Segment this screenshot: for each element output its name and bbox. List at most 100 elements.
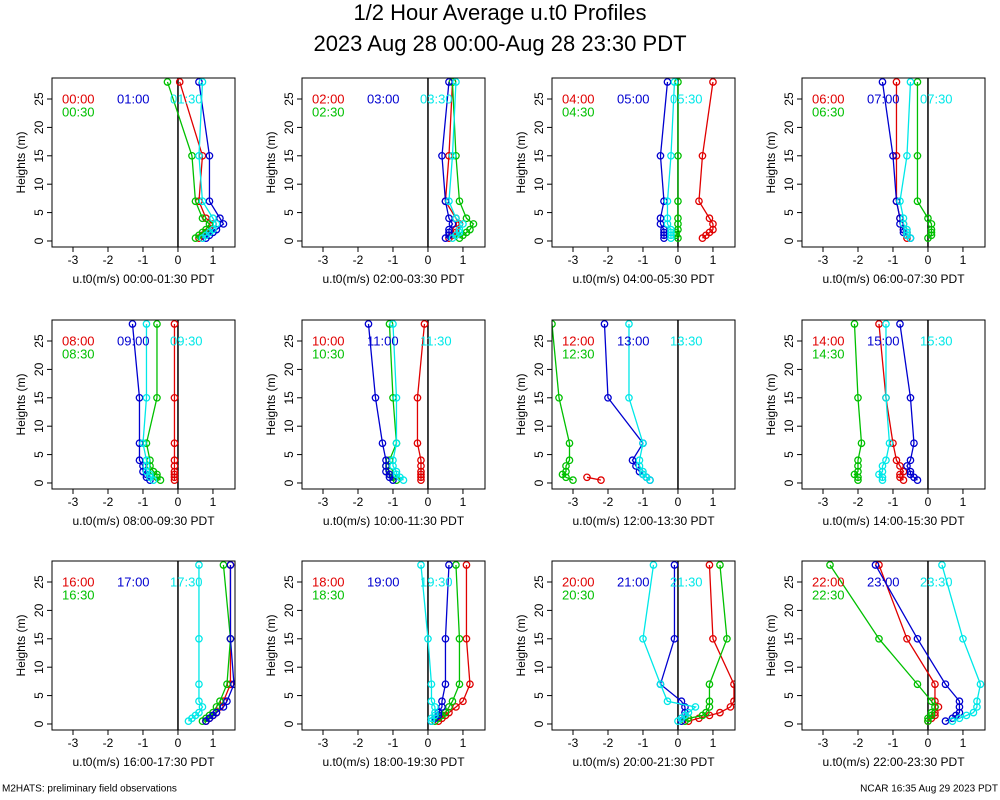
profile-point (198, 214, 207, 223)
profile-point (850, 320, 859, 328)
profile-line (916, 81, 933, 239)
profile-point (927, 220, 936, 228)
profile-point (896, 320, 904, 328)
profile-point (438, 697, 446, 706)
profile-point (674, 197, 682, 206)
legend-entry: 16:30 (62, 587, 95, 602)
y-tick-label: 10 (532, 419, 546, 433)
x-axis-label: u.t0(m/s) 02:00-03:30 PDT (322, 272, 465, 286)
y-tick-label: 0 (32, 237, 46, 244)
profile-point (417, 470, 425, 479)
x-tick-label: -3 (568, 253, 579, 267)
plot (552, 320, 654, 484)
x-tick-label: -2 (853, 495, 864, 509)
profile-line (441, 81, 454, 239)
profile-point (431, 711, 439, 720)
x-tick-label: 1 (210, 736, 217, 750)
legend-entry: 03:00 (367, 91, 400, 106)
y-tick-label: 15 (32, 391, 46, 405)
profile-point (195, 680, 203, 689)
profile-point (142, 320, 151, 328)
profile-point (209, 214, 217, 223)
profile-point (670, 561, 679, 569)
y-tick-label: 20 (782, 362, 796, 376)
profile-point (230, 680, 235, 689)
profile-point (142, 456, 151, 465)
plot (826, 561, 985, 725)
x-axis-label: u.t0(m/s) 16:00-17:30 PDT (72, 755, 215, 769)
profile-point (938, 561, 946, 569)
profile-point (955, 714, 964, 723)
x-tick-label: -3 (318, 495, 329, 509)
x-tick-label: -1 (638, 736, 649, 750)
profile-point (604, 393, 612, 402)
legend-entry: 04:30 (562, 104, 595, 119)
profile-point (198, 703, 207, 711)
profile-point (730, 697, 735, 706)
plot (417, 561, 474, 725)
legend-entry: 21:30 (670, 574, 703, 589)
profile-point (969, 708, 978, 717)
plot (438, 78, 478, 242)
y-tick-label: 20 (282, 362, 296, 376)
legend-entry: 14:30 (812, 346, 845, 361)
y-tick-label: 20 (32, 120, 46, 134)
profile-point (431, 703, 439, 711)
legend-entry: 02:00 (312, 91, 345, 106)
x-tick-label: -2 (853, 253, 864, 267)
profile-point (462, 561, 471, 569)
y-tick-label: 5 (532, 692, 546, 699)
profile-point (427, 680, 436, 689)
profile-point (639, 467, 647, 476)
profile-point (973, 697, 981, 706)
y-tick-label: 5 (32, 692, 46, 699)
profile-point (455, 634, 464, 643)
legend-entry: 17:30 (170, 574, 203, 589)
x-tick-label: -3 (68, 253, 79, 267)
profile-point (878, 476, 887, 484)
profile-point (424, 634, 432, 643)
profile-point (899, 220, 908, 228)
profile-point (128, 320, 137, 328)
y-tick-label: 0 (282, 479, 296, 486)
x-tick-label: 1 (210, 253, 217, 267)
plot (656, 78, 717, 242)
profile-point (670, 78, 679, 86)
y-tick-label: 25 (32, 575, 46, 589)
profile-point (667, 234, 675, 242)
profile-point (913, 197, 922, 206)
profile-point (854, 467, 862, 476)
y-tick-label: 20 (532, 120, 546, 134)
profile-point (705, 561, 714, 569)
y-tick-label: 10 (282, 660, 296, 674)
y-tick-label: 5 (282, 209, 296, 216)
plot-frame (51, 319, 236, 490)
profile-point (427, 717, 436, 725)
profile-point (927, 708, 936, 717)
profile-point (854, 456, 862, 465)
x-tick-label: 1 (960, 253, 967, 267)
plot-frame (551, 560, 736, 731)
profile-line (941, 564, 982, 722)
y-tick-label: 25 (782, 575, 796, 589)
profile-point (441, 634, 450, 643)
profile-point (896, 473, 904, 482)
plot (639, 561, 735, 725)
legend-entry: 02:30 (312, 104, 345, 119)
profile-point (882, 320, 890, 328)
plot-frame (551, 319, 736, 490)
profile-point (420, 320, 429, 328)
profile-point (459, 220, 467, 228)
profile-point (385, 320, 394, 328)
profile-point (413, 439, 422, 448)
profile-point (716, 561, 724, 569)
plot-frame (801, 560, 986, 731)
profile-point (878, 462, 887, 470)
profile-point (417, 456, 425, 465)
profile-point (170, 467, 179, 476)
profile-line (675, 81, 679, 239)
profile-point (924, 214, 932, 223)
profile-point (931, 680, 939, 689)
